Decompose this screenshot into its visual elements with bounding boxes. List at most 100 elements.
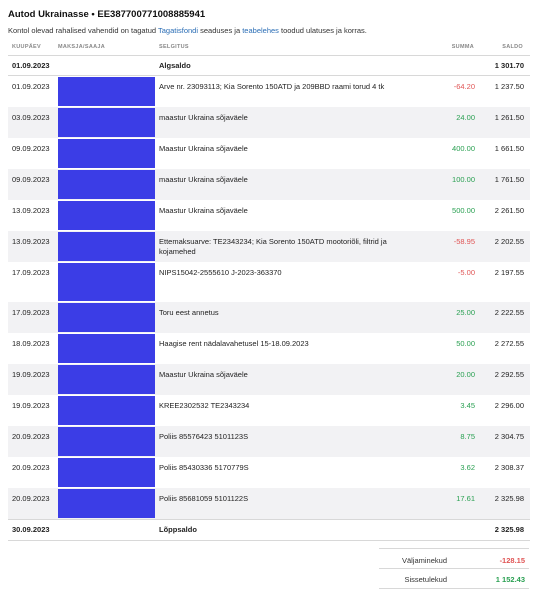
transaction-description: Maastur Ukraina sõjaväele: [159, 144, 248, 154]
transaction-date: 03.09.2023: [12, 113, 50, 122]
closing-balance-row: 30.09.2023 Lõppsaldo 2 325.98: [8, 520, 530, 539]
redacted-payer-block: [58, 489, 155, 518]
transaction-balance: 2 325.98: [494, 494, 524, 503]
opening-date: 01.09.2023: [12, 61, 50, 70]
transaction-description: NIPS15042-2555610 J-2023-363370: [159, 268, 282, 278]
guarantee-note: Kontol olevad rahalised vahendid on taga…: [8, 26, 367, 35]
transaction-amount: 20.00: [456, 370, 475, 379]
transaction-description: Ettemaksuarve: TE2343234; Kia Sorento 15…: [159, 237, 387, 257]
transaction-row[interactable]: 17.09.2023 Toru eest annetus 25.00 2 222.55: [8, 302, 530, 333]
transaction-row[interactable]: 18.09.2023 Haagise rent nädalavahetusel 1…: [8, 333, 530, 364]
table-header: KUUPÄEV MAKSJA/SAAJA SELGITUS SUMMA SALD…: [0, 42, 537, 54]
transaction-row[interactable]: 03.09.2023 maastur Ukraina sõjaväele 24.00…: [8, 107, 530, 138]
transaction-balance: 1 661.50: [494, 144, 524, 153]
transaction-row[interactable]: 09.09.2023 maastur Ukraina sõjaväele 100.0…: [8, 169, 530, 200]
guarantee-fund-link[interactable]: Tagatisfondi: [157, 26, 199, 35]
summary-divider-bottom: [379, 588, 529, 589]
transaction-balance: 2 304.75: [494, 432, 524, 441]
transaction-date: 18.09.2023: [12, 339, 50, 348]
column-header-date[interactable]: KUUPÄEV: [12, 44, 41, 50]
transaction-amount: 100.00: [452, 175, 475, 184]
transaction-description: Poliis 85576423 5101123S: [159, 432, 248, 442]
redacted-payer-block: [58, 458, 155, 487]
transaction-description-line: NIPS15042-2555610 J-2023-363370: [159, 268, 282, 277]
transaction-balance: 1 237.50: [494, 82, 524, 91]
transaction-description: Toru eest annetus: [159, 308, 219, 318]
transaction-row[interactable]: 19.09.2023 KREE2302532 TE2343234 3.45 2 296…: [8, 395, 530, 426]
transaction-description-line: Maastur Ukraina sõjaväele: [159, 144, 248, 153]
transaction-balance: 1 761.50: [494, 175, 524, 184]
transaction-date: 01.09.2023: [12, 82, 50, 91]
transaction-amount: -5.00: [457, 268, 475, 277]
transaction-date: 20.09.2023: [12, 432, 50, 441]
transaction-row[interactable]: 19.09.2023 Maastur Ukraina sõjaväele 20.00…: [8, 364, 530, 395]
opening-label: Algsaldo: [159, 61, 191, 70]
transaction-row[interactable]: 13.09.2023 Ettemaksuarve: TE2343234; Kia …: [8, 231, 530, 262]
redacted-payer-block: [58, 427, 155, 456]
transaction-description: Arve nr. 23093113; Kia Sorento 150ATD ja…: [159, 82, 384, 92]
redacted-payer-block: [58, 77, 155, 106]
transaction-row[interactable]: 01.09.2023 Arve nr. 23093113; Kia Sorento…: [8, 76, 530, 107]
transaction-description: Maastur Ukraina sõjaväele: [159, 370, 248, 380]
transaction-description-line: Poliis 85681059 5101122S: [159, 494, 249, 503]
transaction-description-line: KREE2302532 TE2343234: [159, 401, 250, 410]
column-header-amount[interactable]: SUMMA: [451, 44, 474, 50]
opening-divider: [8, 75, 530, 76]
transaction-description: maastur Ukraina sõjaväele: [159, 175, 248, 185]
transaction-amount: -64.20: [453, 82, 475, 91]
transaction-date: 20.09.2023: [12, 494, 50, 503]
transaction-row[interactable]: 20.09.2023 Poliis 85430336 5170779S 3.62 2 …: [8, 457, 530, 488]
outgoing-label: Väljaminekud: [401, 556, 447, 565]
transaction-balance: 2 292.55: [494, 370, 524, 379]
redacted-payer-block: [58, 139, 155, 168]
column-header-balance[interactable]: SALDO: [502, 44, 523, 50]
redacted-payer-block: [58, 263, 155, 301]
summary-divider-middle: [379, 568, 529, 569]
opening-balance: 1 301.70: [494, 61, 524, 70]
transaction-description-line: Ettemaksuarve: TE2343234; Kia Sorento 15…: [159, 237, 387, 246]
transaction-date: 20.09.2023: [12, 463, 50, 472]
transaction-date: 19.09.2023: [12, 401, 50, 410]
closing-balance: 2 325.98: [494, 525, 524, 534]
column-header-description[interactable]: SELGITUS: [159, 44, 189, 50]
transaction-balance: 2 296.00: [494, 401, 524, 410]
transaction-date: 19.09.2023: [12, 370, 50, 379]
transaction-description-line: Arve nr. 23093113; Kia Sorento 150ATD ja…: [159, 82, 385, 91]
transaction-row[interactable]: 17.09.2023 NIPS15042-2555610 J-2023-36337…: [8, 262, 530, 302]
redacted-payer-block: [58, 108, 155, 137]
transaction-amount: 400.00: [452, 144, 475, 153]
redacted-payer-block: [58, 334, 155, 363]
transaction-description-line: Poliis 85430336 5170779S: [159, 463, 249, 472]
transaction-balance: 2 202.55: [494, 237, 524, 246]
transaction-row[interactable]: 09.09.2023 Maastur Ukraina sõjaväele 400.0…: [8, 138, 530, 169]
transaction-row[interactable]: 20.09.2023 Poliis 85681059 5101122S 17.61 2…: [8, 488, 530, 519]
transaction-amount: -58.95: [453, 237, 475, 246]
transaction-date: 09.09.2023: [12, 175, 50, 184]
transaction-description-line: Poliis 85576423 5101123S: [159, 432, 249, 441]
column-header-payer[interactable]: MAKSJA/SAAJA: [58, 44, 105, 50]
transaction-amount: 25.00: [456, 308, 475, 317]
closing-label: Lõppsaldo: [159, 525, 197, 534]
intro-text-suffix: toodud ulatuses ja korras.: [278, 26, 367, 35]
closing-bottom-divider: [8, 540, 530, 541]
transaction-description-line: maastur Ukraina sõjaväele: [159, 175, 248, 184]
transaction-amount: 50.00: [456, 339, 475, 348]
transaction-date: 13.09.2023: [12, 206, 50, 215]
transaction-description-line: Toru eest annetus: [159, 308, 219, 317]
transaction-description-line: maastur Ukraina sõjaväele: [159, 113, 248, 122]
transaction-balance: 2 308.37: [494, 463, 524, 472]
transaction-balance: 2 261.50: [494, 206, 524, 215]
redacted-payer-block: [58, 396, 155, 425]
transaction-description-line: Haagise rent nädalavahetusel 15-18.09.20…: [159, 339, 309, 348]
info-sheet-link[interactable]: teabelehes: [242, 26, 279, 35]
header-divider: [8, 55, 530, 56]
transaction-row[interactable]: 20.09.2023 Poliis 85576423 5101123S 8.75 2 …: [8, 426, 530, 457]
transaction-description: Poliis 85681059 5101122S: [159, 494, 248, 504]
closing-date: 30.09.2023: [12, 525, 50, 534]
transaction-balance: 2 197.55: [494, 268, 524, 277]
transaction-row[interactable]: 13.09.2023 Maastur Ukraina sõjaväele 500.0…: [8, 200, 530, 231]
closing-top-divider: [8, 519, 530, 520]
transaction-description: Poliis 85430336 5170779S: [159, 463, 249, 473]
account-title: Autod Ukrainasse • EE387700771008885941: [8, 9, 206, 20]
incoming-total: 1 152.43: [495, 575, 525, 584]
